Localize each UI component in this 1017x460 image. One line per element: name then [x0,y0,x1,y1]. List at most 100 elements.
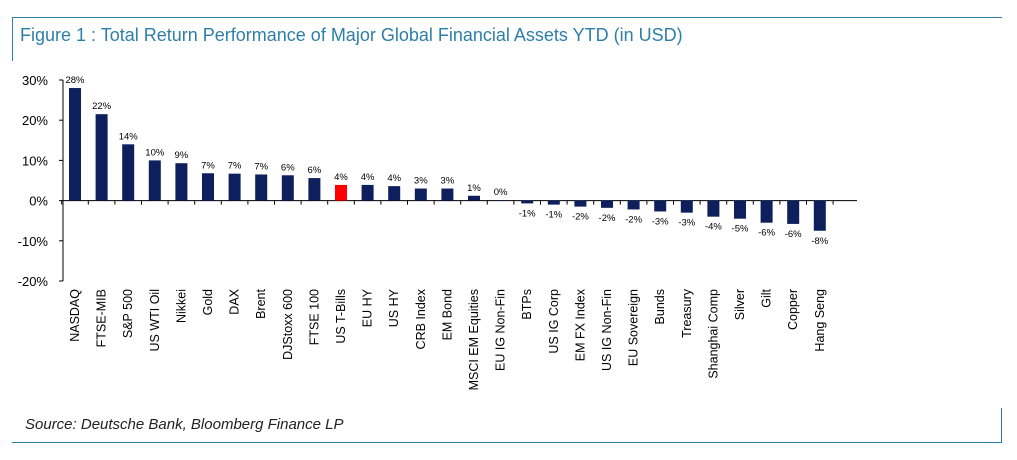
data-label: -3% [678,218,695,229]
x-tick-label: EU Sovereign [627,289,641,366]
bars [69,88,826,231]
x-tick-label: EU HY [361,288,375,327]
bar [494,200,507,201]
data-label: 3% [441,176,455,187]
data-label: 14% [119,131,139,142]
bar [601,200,613,208]
x-tick-label: NASDAQ [68,289,82,342]
bar [175,163,188,201]
data-label: 3% [414,176,428,187]
x-tick-label: FTSE 100 [307,289,321,345]
bar [308,178,321,201]
x-tick-label: Gold [201,289,215,315]
bar [335,184,347,201]
x-tick-label: Nikkei [174,289,188,323]
data-label: -2% [599,213,616,224]
y-tick-label: 10% [22,153,48,168]
x-tick-label: Treasury [680,288,694,338]
bar [468,195,480,201]
data-labels: 28% 22% 14% 10% 9% 7% 7% 7% 6% 6% 4% 4% 4% 3% 3% 1% 0% -1… [65,75,828,247]
x-tick-label: US WTI Oil [148,289,162,352]
source-frame-bottom-border [12,442,1002,443]
data-label: 7% [201,160,215,171]
bar [95,114,108,201]
x-tick-label: US IG Corp [547,289,561,354]
chart-title: Figure 1 : Total Return Performance of M… [20,25,683,45]
data-label: 4% [334,172,348,183]
frame-left-border [12,17,13,61]
bar [787,200,800,224]
x-tick-label: Bunds [653,289,667,324]
data-label: 6% [308,165,322,176]
y-tick-label: 20% [22,113,48,128]
bar [388,186,401,201]
bar [760,200,773,223]
bar [441,188,454,201]
bar [281,175,294,201]
x-tick-label: Copper [786,289,800,330]
x-tick-label: US HY [387,288,401,327]
x-tick-label: CRB Index [414,288,428,349]
x-tick-label: EM Bond [440,289,454,340]
y-axis: 30% 20% 10% 0% -10% -20% [18,73,857,289]
data-label: 4% [387,173,401,184]
x-tick-label: EM FX Index [573,288,587,361]
x-tick-label: Brent [254,288,268,318]
x-tick-label: US IG Non-Fin [600,289,614,371]
bar [734,200,746,219]
data-label: -5% [732,224,749,235]
data-label: 28% [65,75,85,86]
x-tick-label: Shanghai Comp [706,289,720,379]
bar [627,200,640,210]
data-label: 7% [228,161,242,172]
data-label: 10% [145,147,165,158]
data-label: 1% [467,183,481,194]
x-tick-label: US T-Bills [334,289,348,344]
bar [654,200,667,212]
data-label: -4% [705,222,722,233]
data-label: -2% [625,214,642,225]
bar [202,173,214,201]
bar [574,200,587,207]
data-label: -6% [785,229,802,240]
data-label: -6% [758,228,775,239]
data-label: 4% [361,172,375,183]
bar [414,188,427,201]
data-label: -3% [652,216,669,227]
data-label: -2% [572,212,589,223]
data-label: 9% [175,150,189,161]
x-tick-label: BTPs [520,289,534,320]
data-label: 7% [254,161,268,172]
source-note: Source: Deutsche Bank, Bloomberg Finance… [25,416,344,433]
bar [69,88,81,201]
data-label: -1% [519,208,536,219]
bar [148,160,161,201]
bar [521,200,534,204]
x-tick-label: DJStoxx 600 [281,289,295,360]
bar [228,173,241,201]
source-frame-right-border [1001,408,1002,443]
x-tick-label: MSCI EM Equities [467,289,481,390]
y-tick-label: 30% [22,73,48,88]
data-label: 22% [92,101,112,112]
bar [707,200,720,217]
bar [255,174,268,201]
bar [813,200,826,231]
data-label: 0% [494,187,508,198]
data-label: -1% [545,210,562,221]
x-tick-label: FTSE-MIB [95,289,109,347]
x-tick-label: Silver [733,289,747,320]
x-tick-labels: NASDAQ FTSE-MIB S&P 500 US WTI Oil Nikkei Gol… [68,288,827,390]
bar [680,200,693,213]
x-tick-label: DAX [228,288,242,314]
x-tick-label: Hang Seng [813,289,827,352]
y-tick-label: 0% [29,194,48,209]
frame-top-border [12,17,1002,18]
data-label: -8% [811,236,828,247]
x-tick-label: EU IG Non-Fin [494,289,508,371]
bar [122,144,135,201]
y-tick-label: -10% [18,234,49,249]
x-tick-label: Gilt [760,288,774,307]
x-tick-label: S&P 500 [121,289,135,338]
